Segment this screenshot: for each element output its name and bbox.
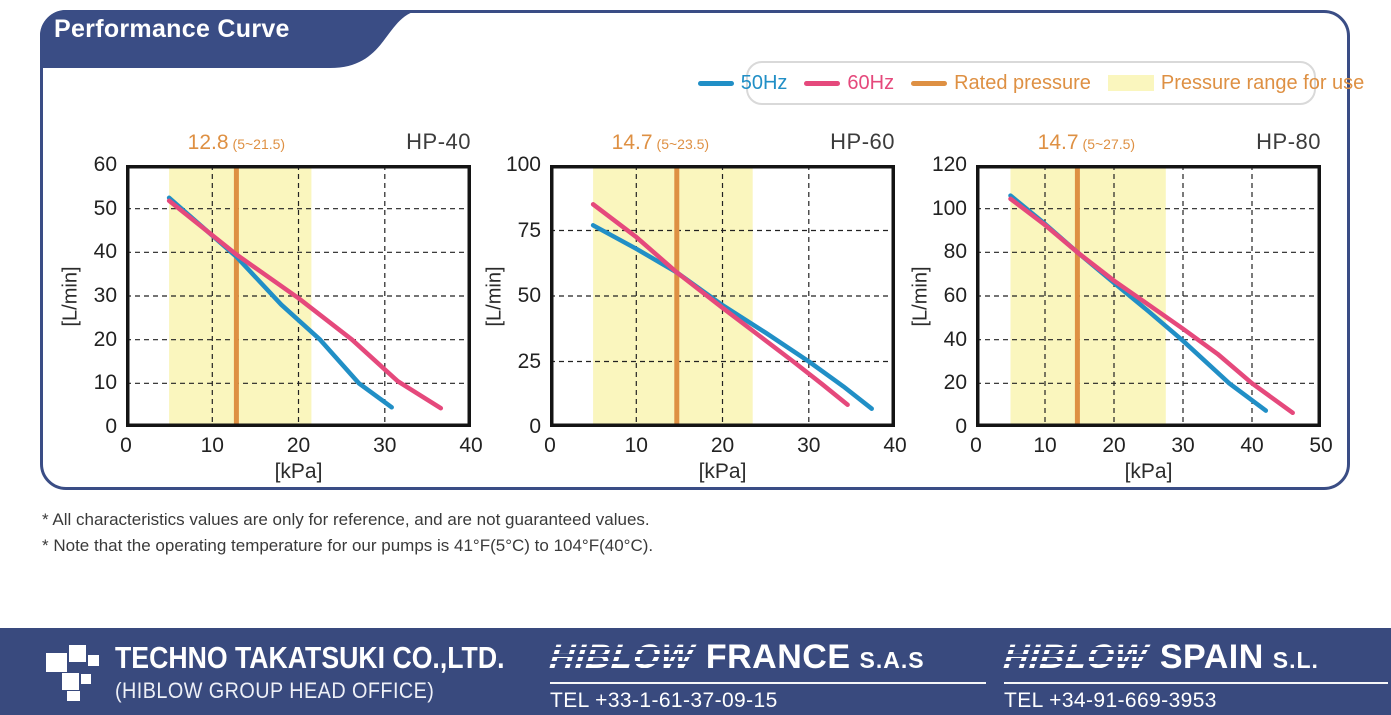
- chart-model-label: HP-60: [830, 129, 895, 154]
- hp40-plot-area: [126, 165, 471, 427]
- legend-label-50hz: 50Hz: [740, 71, 788, 94]
- x-tick-label: 30: [1171, 434, 1195, 457]
- chart-model-label: HP-80: [1256, 129, 1321, 154]
- x-tick-label: 30: [797, 434, 821, 457]
- footnote-reference: * All characteristics values are only fo…: [42, 510, 650, 529]
- x-axis-label: [kPa]: [274, 460, 323, 483]
- y-tick-label: 100: [505, 153, 541, 176]
- y-axis-label: [L/min]: [59, 265, 82, 327]
- 60hz-line-swatch-icon: [804, 80, 841, 86]
- footer-bar: TECHNO TAKATSUKI CO.,LTD. (HIBLOW GROUP …: [0, 628, 1391, 715]
- y-tick-label: 25: [517, 349, 541, 373]
- 50hz-line-swatch-icon: [697, 80, 734, 86]
- y-tick-label: 10: [93, 371, 117, 395]
- legend-item-60hz: 60Hz: [804, 72, 894, 95]
- chart-hp80: 14.7 (5~27.5) HP-80 [L/min] [kPa] 0 20 40 60…: [910, 129, 1333, 483]
- hp80-plot-area: [976, 165, 1321, 427]
- y-tick-label: 120: [931, 153, 967, 176]
- hiblow-wordmark-icon: HIBLOW: [1002, 638, 1150, 676]
- legend-item-50hz: 50Hz: [697, 71, 788, 95]
- hiblow-france-block: HIBLOW FRANCE S.A.S TEL +33-1-61-37-09-15: [548, 638, 986, 713]
- chart-legend: 50Hz 60Hz Rated pressure Pressure range …: [697, 61, 1364, 105]
- x-tick-label: 20: [710, 434, 735, 457]
- chart-hp80-header: 14.7 (5~27.5) HP-80: [976, 129, 1321, 161]
- legend-label-60hz: 60Hz: [847, 71, 895, 94]
- rated-pressure-swatch-icon: [911, 80, 948, 86]
- y-tick-label: 20: [943, 371, 967, 395]
- y-tick-label: 60: [943, 284, 967, 307]
- company-suffix: S.A.S: [859, 647, 925, 673]
- hiblow-france-logo: HIBLOW FRANCE S.A.S: [548, 638, 986, 680]
- pressure-range-band: [593, 165, 753, 427]
- x-tick-label: 40: [883, 434, 907, 457]
- y-tick-label: 40: [943, 327, 967, 351]
- x-tick-label: 0: [544, 434, 556, 457]
- chart-hp60-header: 14.7 (5~23.5) HP-60: [550, 129, 895, 161]
- legend-item-rated-pressure: Rated pressure: [911, 72, 1091, 95]
- x-tick-label: 50: [1309, 434, 1333, 457]
- rated-pressure-label: 14.7 (5~23.5): [611, 131, 710, 154]
- series-60Hz: [166, 198, 444, 411]
- region-name: SPAIN: [1159, 638, 1264, 676]
- hiblow-wordmark-icon: HIBLOW: [548, 638, 696, 676]
- spain-phone: TEL +34-91-669-3953: [1004, 682, 1388, 713]
- banner-shape: [40, 10, 420, 68]
- x-tick-label: 40: [459, 434, 483, 457]
- france-phone: TEL +33-1-61-37-09-15: [550, 682, 986, 713]
- company-suffix: S.L.: [1272, 647, 1319, 673]
- x-tick-label: 10: [624, 434, 648, 457]
- title-banner: [40, 10, 440, 68]
- x-tick-label: 20: [1102, 434, 1126, 457]
- y-axis-label: [L/min]: [483, 265, 506, 327]
- x-tick-label: 0: [120, 434, 132, 457]
- y-tick-label: 0: [955, 415, 967, 438]
- legend-item-pressure-range: Pressure range for use: [1107, 71, 1365, 95]
- y-tick-label: 60: [93, 153, 117, 176]
- y-axis-label: [L/min]: [909, 265, 932, 327]
- series-60Hz: [1008, 196, 1295, 416]
- head-office-text: TECHNO TAKATSUKI CO.,LTD. (HIBLOW GROUP …: [115, 640, 568, 704]
- techno-takatsuki-logo-icon: [46, 645, 99, 701]
- x-tick-label: 0: [970, 434, 982, 457]
- y-tick-label: 50: [93, 196, 117, 220]
- hiblow-spain-block: HIBLOW SPAIN S.L. TEL +34-91-669-3953: [1002, 638, 1388, 713]
- x-tick-label: 30: [373, 434, 397, 457]
- hp60-plot-area: [550, 165, 895, 427]
- head-office-block: TECHNO TAKATSUKI CO.,LTD. (HIBLOW GROUP …: [46, 640, 568, 704]
- series-60Hz: [590, 202, 850, 407]
- footnotes: * All characteristics values are only fo…: [42, 507, 653, 559]
- y-tick-label: 0: [105, 415, 117, 438]
- y-tick-label: 80: [943, 240, 967, 264]
- y-tick-label: 100: [931, 196, 967, 220]
- x-axis-label: [kPa]: [1124, 460, 1173, 483]
- chart-hp60: 14.7 (5~23.5) HP-60 [L/min] [kPa] 0 25 50 75…: [484, 129, 907, 483]
- company-name: TECHNO TAKATSUKI CO.,LTD.: [115, 640, 505, 675]
- x-tick-label: 40: [1240, 434, 1264, 457]
- region-name: FRANCE: [705, 638, 851, 676]
- chart-hp40: 12.8 (5~21.5) HP-40 [L/min] [kPa] 0 10 20 30…: [60, 129, 483, 483]
- rated-pressure-label: 14.7 (5~27.5): [1037, 131, 1136, 154]
- legend-label-rated-pressure: Rated pressure: [954, 71, 1091, 94]
- footnote-temperature: * Note that the operating temperature fo…: [42, 536, 654, 555]
- y-tick-label: 50: [517, 284, 541, 307]
- rated-pressure-label: 12.8 (5~21.5): [187, 131, 286, 154]
- series-50Hz: [590, 223, 874, 411]
- chart-model-label: HP-40: [406, 129, 471, 154]
- hiblow-spain-logo: HIBLOW SPAIN S.L.: [1002, 638, 1388, 680]
- pressure-range-swatch-icon: [1107, 75, 1154, 91]
- y-tick-label: 40: [93, 240, 117, 264]
- y-tick-label: 20: [93, 327, 117, 351]
- page-title: Performance Curve: [54, 15, 290, 43]
- y-tick-label: 0: [529, 415, 541, 438]
- x-tick-label: 20: [286, 434, 311, 457]
- x-tick-label: 10: [1033, 434, 1057, 457]
- x-tick-label: 10: [200, 434, 224, 457]
- x-axis-label: [kPa]: [698, 460, 747, 483]
- y-tick-label: 30: [93, 284, 117, 307]
- y-tick-label: 75: [517, 218, 541, 242]
- chart-hp40-header: 12.8 (5~21.5) HP-40: [126, 129, 471, 161]
- legend-label-pressure-range: Pressure range for use: [1160, 71, 1365, 94]
- company-subtitle: (HIBLOW GROUP HEAD OFFICE): [115, 678, 435, 703]
